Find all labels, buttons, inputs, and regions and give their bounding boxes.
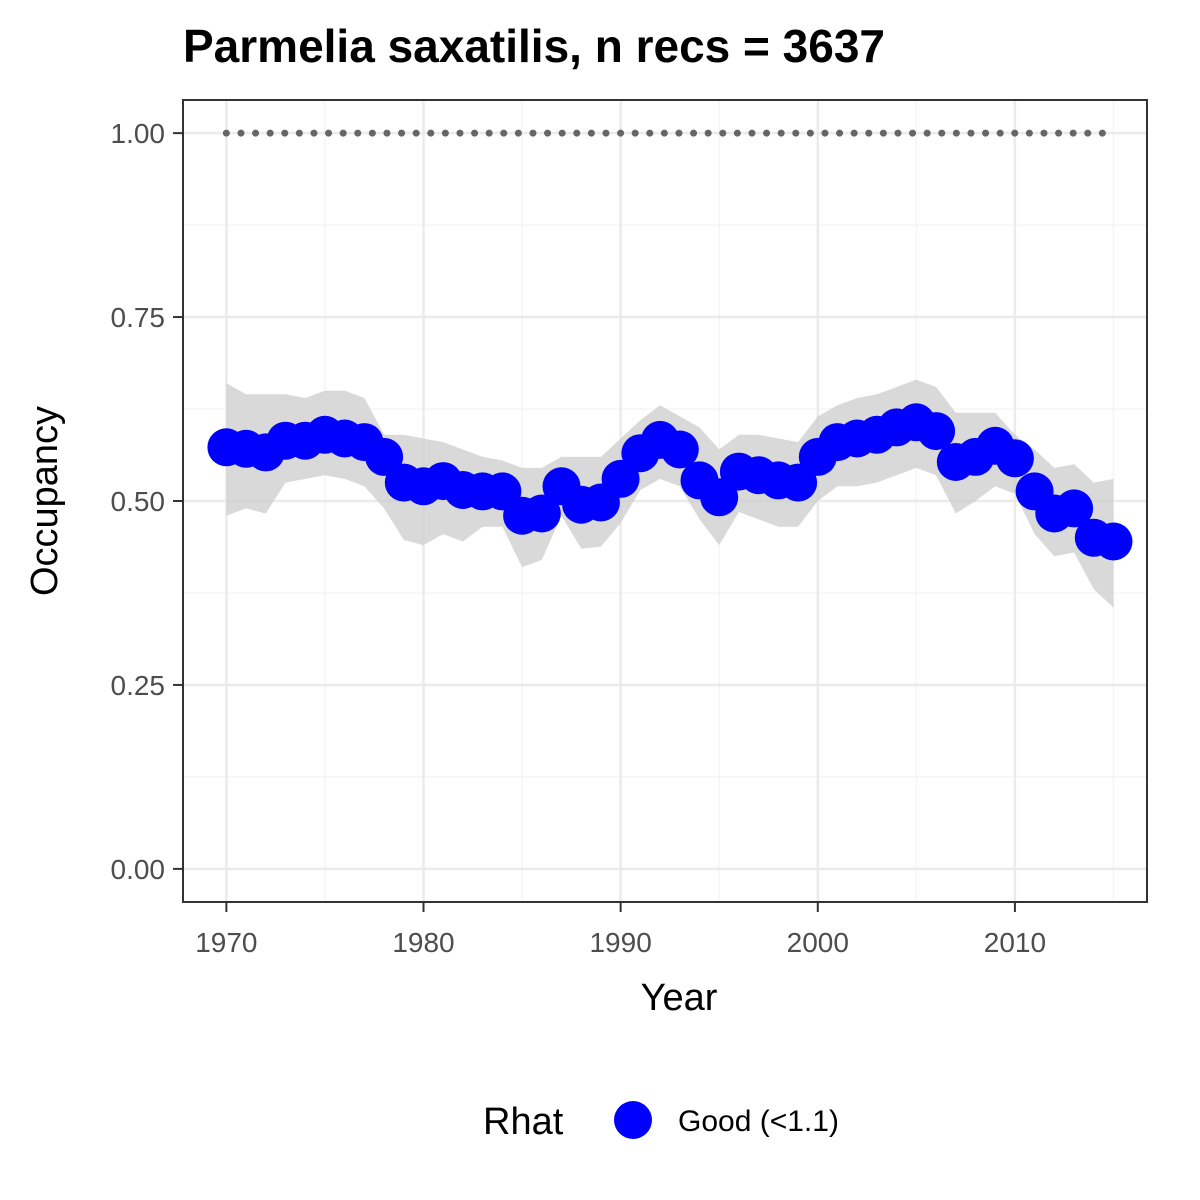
occupancy-point xyxy=(365,437,404,476)
y-tick-label: 0.75 xyxy=(111,302,166,333)
y-tick-label: 0.50 xyxy=(111,486,166,517)
legend-label-good: Good (<1.1) xyxy=(678,1105,839,1138)
legend-title: Rhat xyxy=(483,1101,564,1143)
occupancy-point xyxy=(1094,522,1133,561)
occupancy-point xyxy=(522,494,561,533)
x-tick-label: 2010 xyxy=(984,927,1046,958)
occupancy-point xyxy=(779,463,818,502)
occupancy-point xyxy=(660,430,699,469)
occupancy-point xyxy=(995,439,1034,478)
occupancy-point xyxy=(917,412,956,451)
y-axis-title: Occupancy xyxy=(24,406,66,596)
occupancy-point xyxy=(1055,489,1094,528)
y-tick-label: 0.25 xyxy=(111,670,166,701)
occupancy-point xyxy=(601,459,640,498)
x-axis-title: Year xyxy=(641,977,718,1019)
x-tick-label: 1990 xyxy=(589,927,651,958)
x-tick-label: 1970 xyxy=(195,927,257,958)
y-tick-label: 0.00 xyxy=(111,854,166,885)
legend-key-good xyxy=(614,1101,652,1139)
chart-title: Parmelia saxatilis, n recs = 3637 xyxy=(183,20,885,72)
occupancy-point xyxy=(700,478,739,517)
x-axis: 1970 1980 1990 2000 2010 xyxy=(195,902,1046,958)
legend: Rhat Good (<1.1) xyxy=(483,1101,839,1143)
x-tick-label: 2000 xyxy=(787,927,849,958)
y-axis: 0.00 0.25 0.50 0.75 1.00 xyxy=(111,118,183,885)
occupancy-points-layer xyxy=(207,403,1133,561)
y-tick-label: 1.00 xyxy=(111,118,166,149)
x-tick-label: 1980 xyxy=(392,927,454,958)
